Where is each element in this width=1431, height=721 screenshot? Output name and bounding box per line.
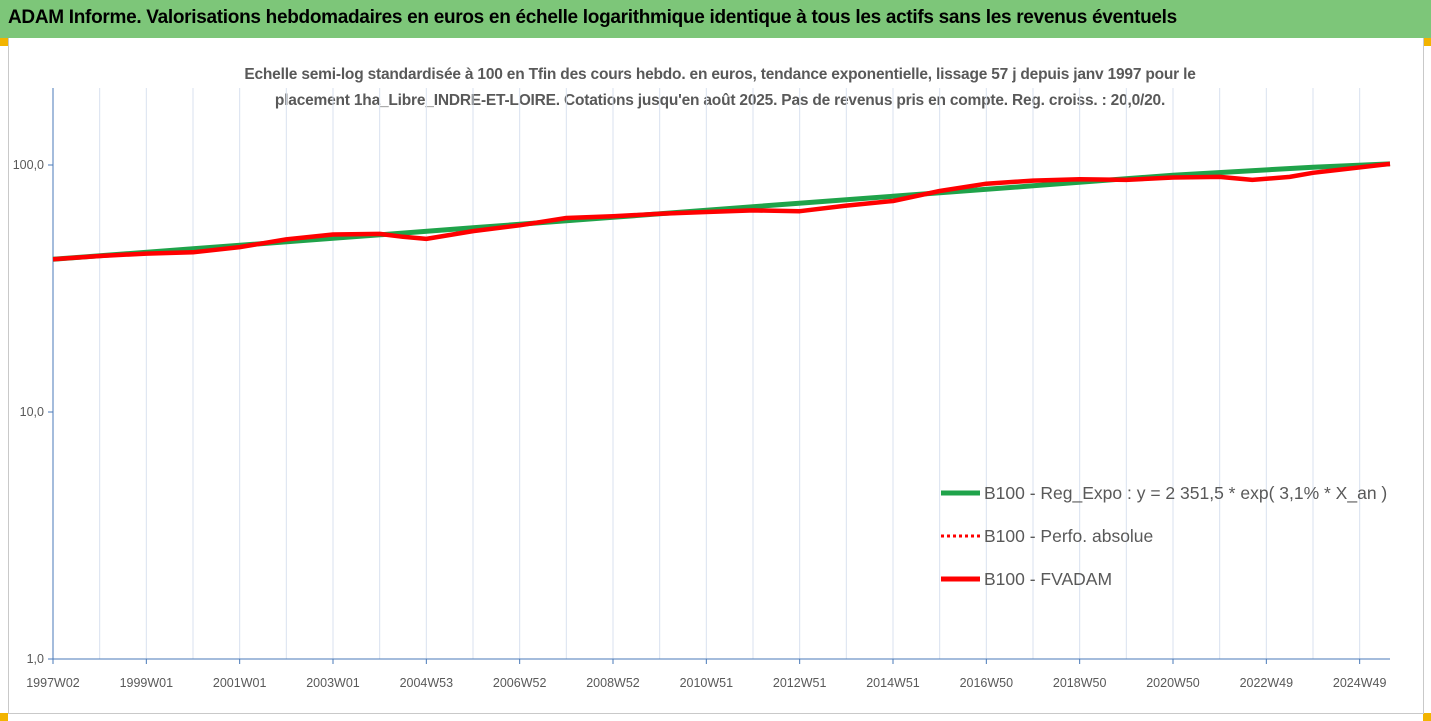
x-tick-label: 2012W51: [773, 676, 827, 690]
page-title: ADAM Informe. Valorisations hebdomadaire…: [8, 7, 1177, 28]
series-line-1: [52, 161, 1391, 262]
header-band: ADAM Informe. Valorisations hebdomadaire…: [0, 0, 1431, 38]
x-tick-label: 2024W49: [1333, 676, 1387, 690]
x-tick-label: 2001W01: [213, 676, 267, 690]
x-tick-label: 2008W52: [586, 676, 640, 690]
corner-marker-top-right: [1423, 38, 1431, 46]
corner-marker-bottom-left: [0, 713, 8, 721]
x-tick-label: 2004W53: [400, 676, 454, 690]
legend-label-2: B100 - Perfo. absolue: [984, 526, 1153, 546]
x-tick-label: 2003W01: [306, 676, 360, 690]
y-tick-label: 10,0: [20, 405, 44, 419]
x-tick-label: 2022W49: [1240, 676, 1294, 690]
chart-area: [8, 38, 1424, 714]
series-line-3: [52, 161, 1391, 262]
x-tick-label: 2010W51: [680, 676, 734, 690]
x-tick-label: 2014W51: [866, 676, 920, 690]
x-tick-label: 2016W50: [960, 676, 1014, 690]
corner-marker-bottom-right: [1423, 713, 1431, 721]
legend: B100 - Reg_Expo : y = 2 351,5 * exp( 3,1…: [941, 483, 1387, 589]
y-tick-label: 1,0: [27, 652, 44, 666]
legend-label-3: B100 - FVADAM: [984, 569, 1112, 589]
x-tick-label: 2006W52: [493, 676, 547, 690]
chart-title-line-1: Echelle semi-log standardisée à 100 en T…: [244, 66, 1196, 83]
x-tick-label: 1999W01: [120, 676, 174, 690]
chart-title-line-2: placement 1ha_Libre_INDRE-ET-LOIRE. Cota…: [274, 92, 1166, 109]
corner-marker-top-left: [0, 38, 8, 46]
legend-label-1: B100 - Reg_Expo : y = 2 351,5 * exp( 3,1…: [984, 483, 1387, 504]
y-tick-label: 100,0: [13, 158, 44, 172]
x-tick-label: 1997W02: [26, 676, 80, 690]
x-tick-label: 2018W50: [1053, 676, 1107, 690]
chart-title: Echelle semi-log standardisée à 100 en T…: [120, 62, 1320, 114]
x-tick-label: 2020W50: [1146, 676, 1200, 690]
